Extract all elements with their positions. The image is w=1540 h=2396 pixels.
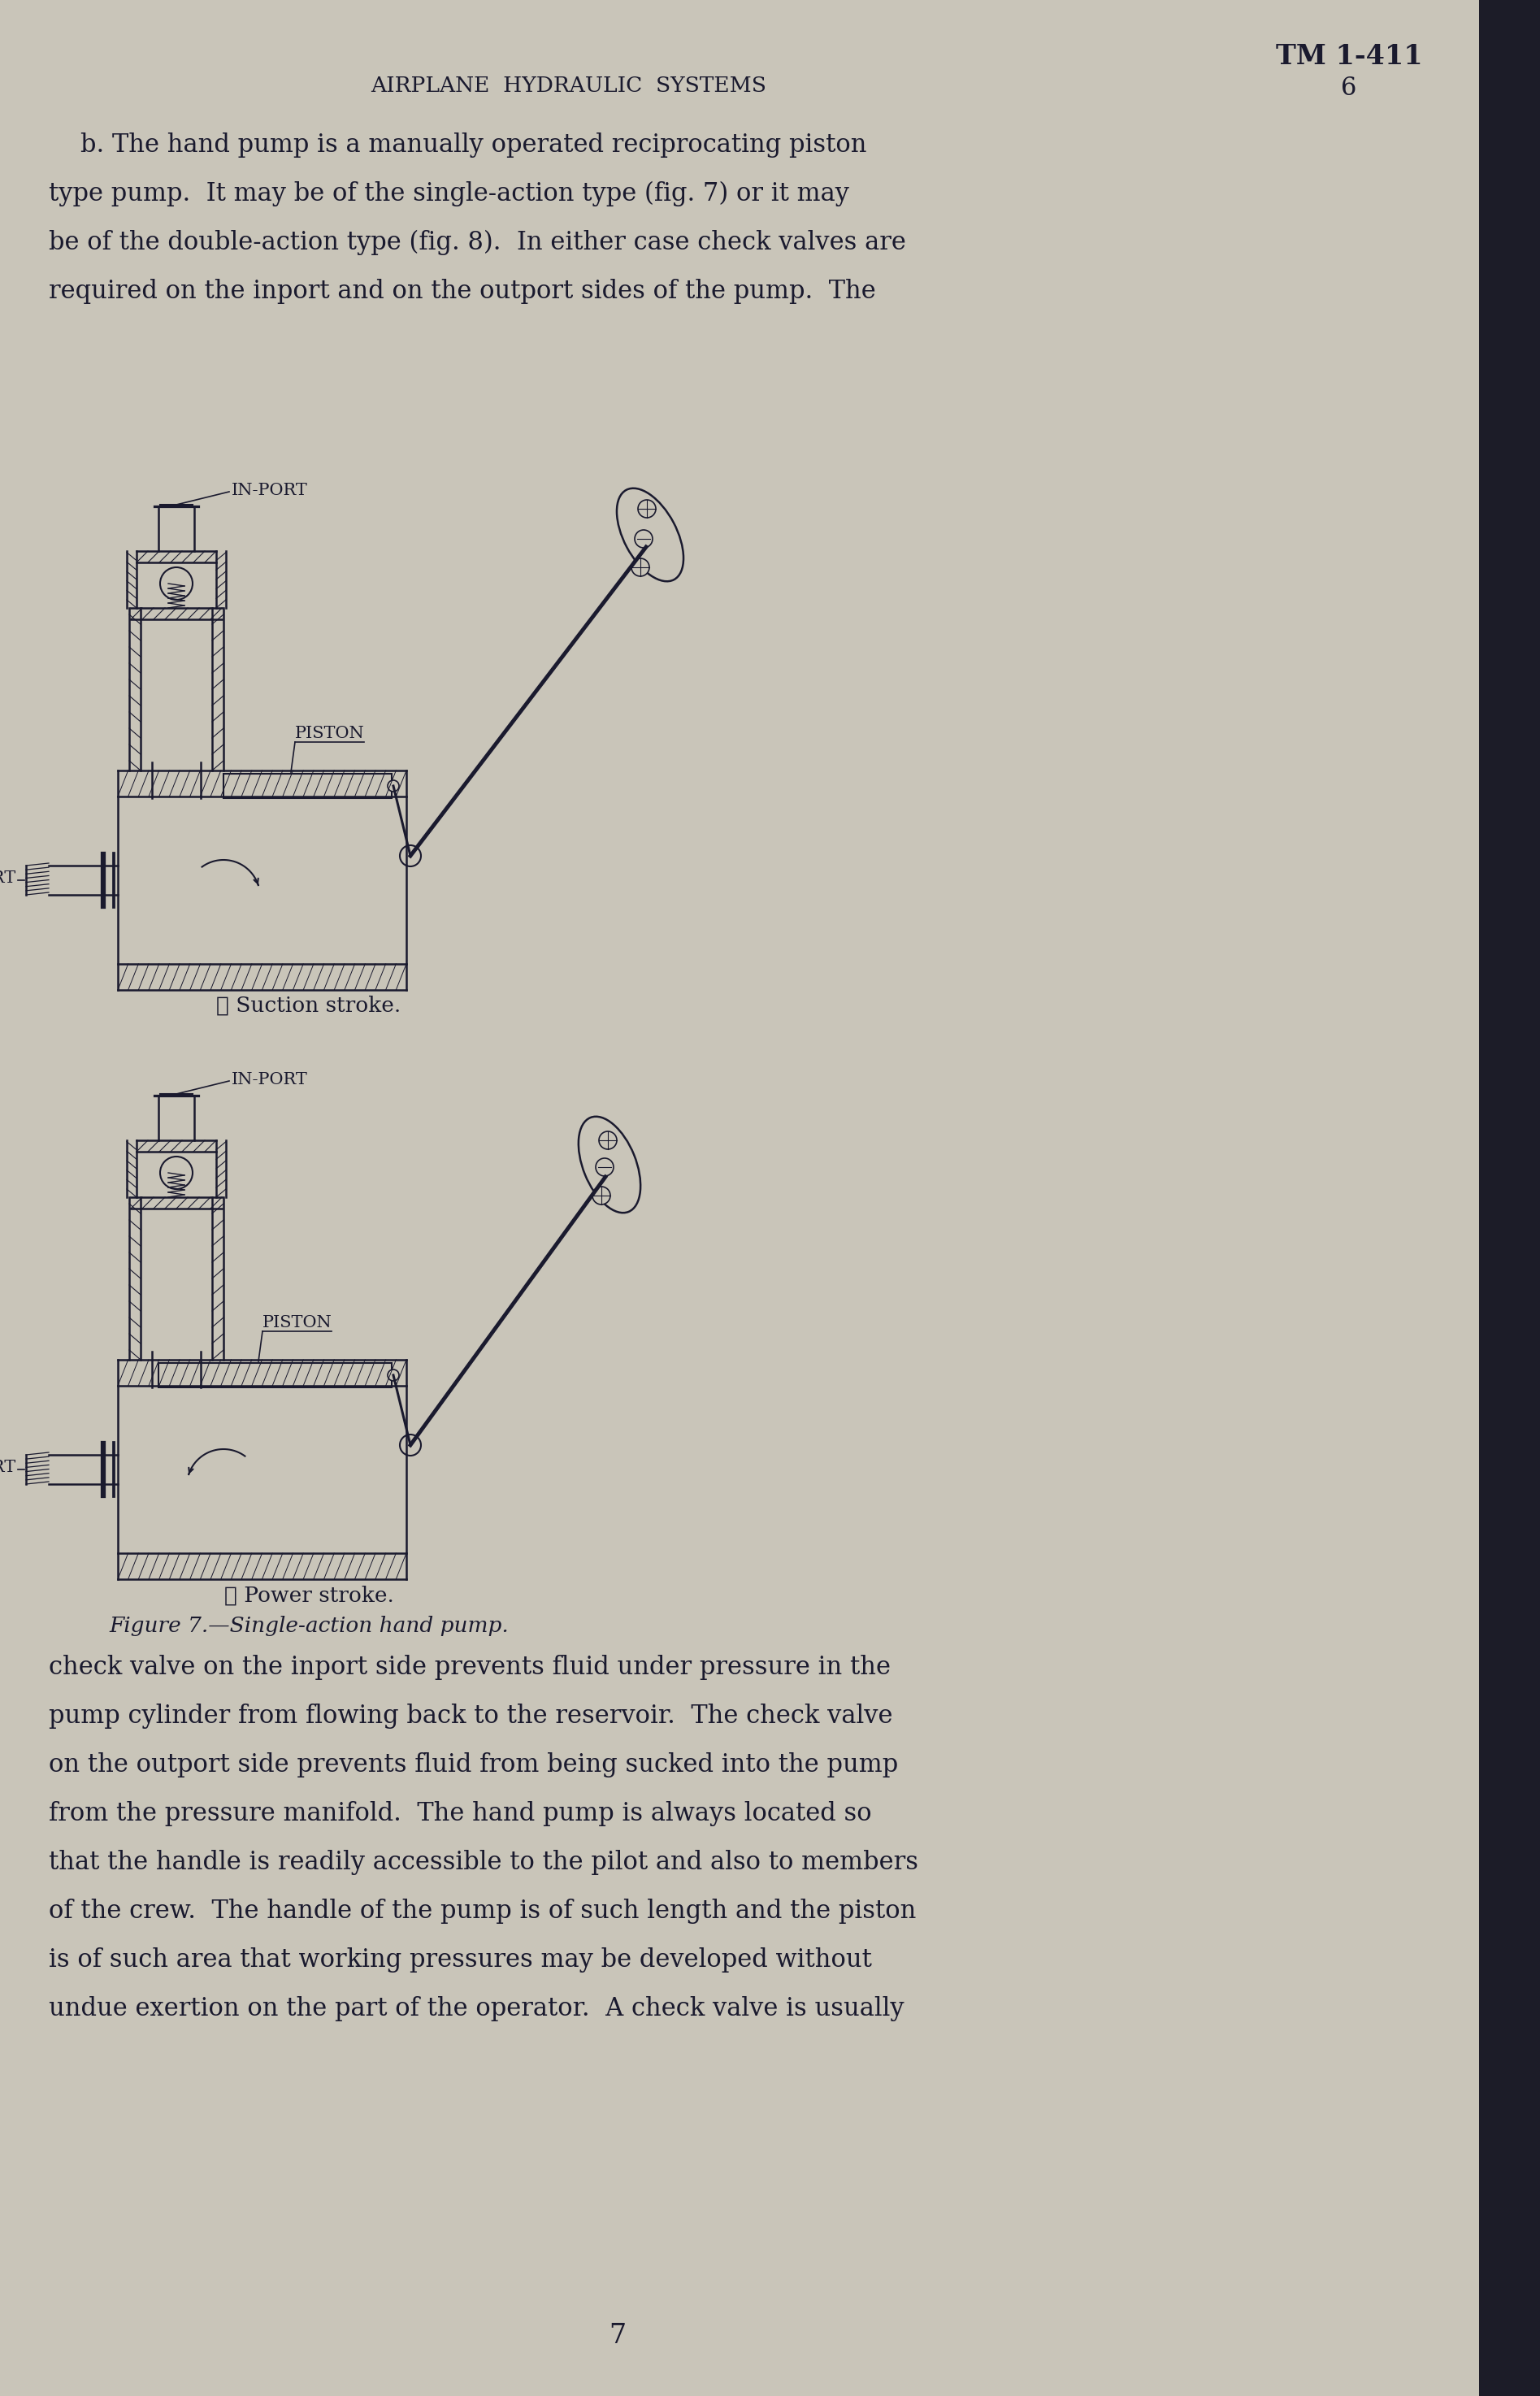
Text: IN-PORT: IN-PORT <box>231 1071 308 1088</box>
Text: TM 1-411: TM 1-411 <box>1275 43 1423 69</box>
Text: PISTON: PISTON <box>262 1315 333 1330</box>
Text: from the pressure manifold.  The hand pump is always located so: from the pressure manifold. The hand pum… <box>49 1802 872 1826</box>
Text: check valve on the inport side prevents fluid under pressure in the: check valve on the inport side prevents … <box>49 1656 890 1680</box>
Text: be of the double-action type (fig. 8).  In either case check valves are: be of the double-action type (fig. 8). I… <box>49 230 906 256</box>
Text: that the handle is readily accessible to the pilot and also to members: that the handle is readily accessible to… <box>49 1850 918 1876</box>
Text: AIRPLANE  HYDRAULIC  SYSTEMS: AIRPLANE HYDRAULIC SYSTEMS <box>371 77 767 96</box>
Text: b. The hand pump is a manually operated reciprocating piston: b. The hand pump is a manually operated … <box>49 132 867 158</box>
Ellipse shape <box>579 1117 641 1212</box>
Circle shape <box>400 1435 420 1457</box>
Text: IN-PORT: IN-PORT <box>231 482 308 498</box>
Text: 7: 7 <box>608 2322 627 2348</box>
Text: ① Suction stroke.: ① Suction stroke. <box>217 997 400 1016</box>
Text: ② Power stroke.: ② Power stroke. <box>223 1586 394 1605</box>
Text: Figure 7.—Single-action hand pump.: Figure 7.—Single-action hand pump. <box>109 1615 508 1636</box>
Bar <box>159 1363 391 1387</box>
Text: is of such area that working pressures may be developed without: is of such area that working pressures m… <box>49 1948 872 1972</box>
Circle shape <box>400 846 420 867</box>
Circle shape <box>160 568 192 599</box>
Circle shape <box>638 501 656 518</box>
Circle shape <box>631 558 650 577</box>
Circle shape <box>599 1131 618 1150</box>
Text: OUT-PORT: OUT-PORT <box>0 870 17 887</box>
Text: required on the inport and on the outport sides of the pump.  The: required on the inport and on the outpor… <box>49 278 876 304</box>
Circle shape <box>160 1157 192 1188</box>
Ellipse shape <box>618 489 684 582</box>
Bar <box>223 774 391 798</box>
Text: 6: 6 <box>1341 77 1357 101</box>
Text: undue exertion on the part of the operator.  A check valve is usually: undue exertion on the part of the operat… <box>49 1996 904 2022</box>
Circle shape <box>593 1186 610 1205</box>
Text: PISTON: PISTON <box>296 726 365 740</box>
Circle shape <box>388 781 399 791</box>
Bar <box>1478 0 1540 2396</box>
Circle shape <box>596 1157 613 1176</box>
Text: type pump.  It may be of the single-action type (fig. 7) or it may: type pump. It may be of the single-actio… <box>49 182 849 206</box>
Text: OUT-PORT: OUT-PORT <box>0 1459 17 1476</box>
Text: of the crew.  The handle of the pump is of such length and the piston: of the crew. The handle of the pump is o… <box>49 1898 916 1924</box>
Circle shape <box>388 1371 399 1380</box>
Text: pump cylinder from flowing back to the reservoir.  The check valve: pump cylinder from flowing back to the r… <box>49 1704 893 1730</box>
Circle shape <box>634 530 653 549</box>
Text: on the outport side prevents fluid from being sucked into the pump: on the outport side prevents fluid from … <box>49 1751 898 1778</box>
